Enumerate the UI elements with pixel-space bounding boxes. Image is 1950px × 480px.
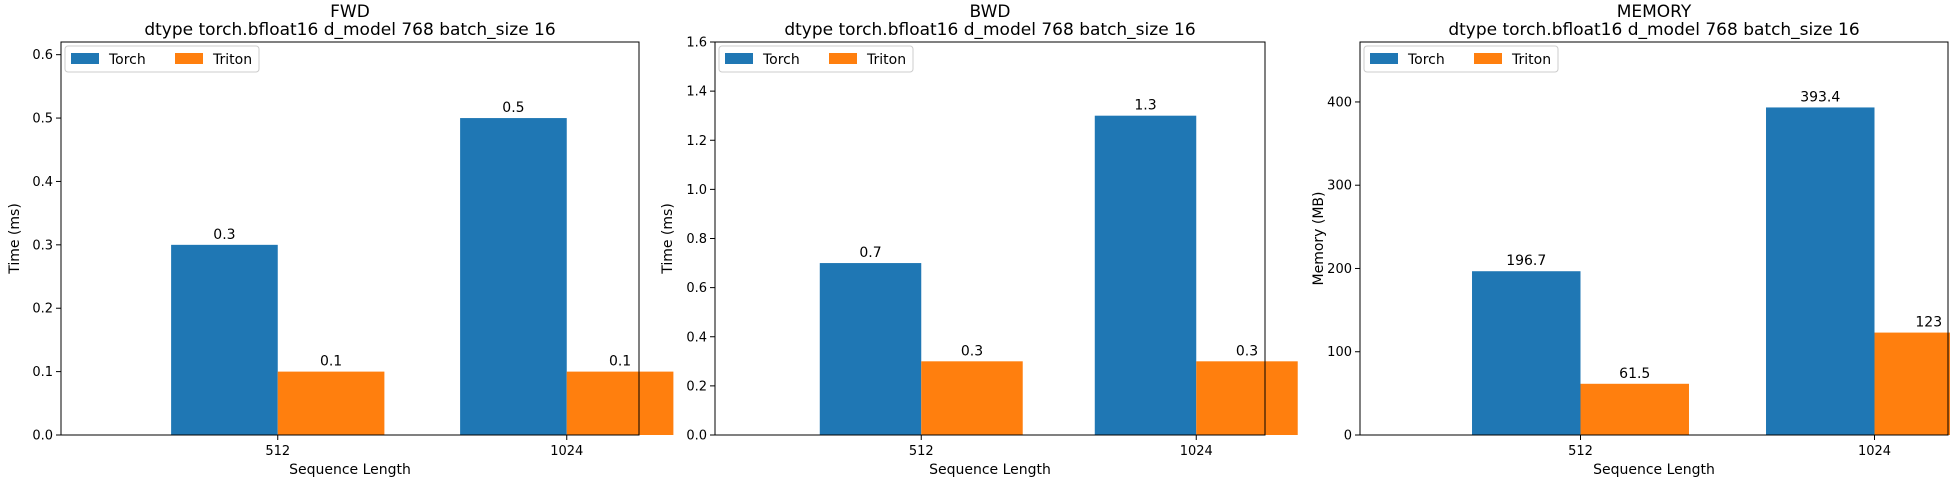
x-tick-label: 1024 <box>550 444 583 459</box>
y-tick-label: 300 <box>1327 179 1352 194</box>
y-tick-label: 0.2 <box>32 302 53 317</box>
data-label: 0.3 <box>961 343 983 359</box>
y-tick-label: 1.0 <box>686 183 707 198</box>
legend-label-torch: Torch <box>108 52 146 68</box>
y-tick-label: 0.8 <box>686 232 707 247</box>
chart-subtitle: dtype torch.bfloat16 d_model 768 batch_s… <box>144 20 555 40</box>
x-axis-label: Sequence Length <box>929 462 1051 478</box>
plot-frame <box>1359 41 1949 436</box>
legend-swatch-triton <box>175 53 203 64</box>
bar-triton-1024 <box>566 371 674 435</box>
bar-triton-1024 <box>1196 361 1298 435</box>
legend-label-triton: Triton <box>866 52 906 68</box>
legend: Torch Triton <box>64 45 260 73</box>
y-axis-label: Time (ms) <box>660 203 676 275</box>
y-tick-label: 0.3 <box>32 238 53 253</box>
y-tick-label: 0.0 <box>32 429 53 444</box>
bar-triton-1024 <box>1874 332 1950 435</box>
legend-swatch-torch <box>1370 53 1398 64</box>
data-label: 0.3 <box>213 227 235 243</box>
legend: Torch Triton <box>718 45 914 73</box>
x-tick-label: 1024 <box>1180 444 1213 459</box>
legend: Torch Triton <box>1363 45 1559 73</box>
data-label: 0.1 <box>320 354 342 370</box>
bar-torch-1024 <box>1766 107 1875 435</box>
x-axis-label: Sequence Length <box>289 462 411 478</box>
legend-label-triton: Triton <box>1511 52 1551 68</box>
y-tick-label: 0.4 <box>32 175 53 190</box>
y-tick-label: 1.4 <box>686 85 707 100</box>
chart-subtitle: dtype torch.bfloat16 d_model 768 batch_s… <box>784 20 1195 40</box>
legend-box <box>718 45 914 73</box>
x-tick-label: 512 <box>909 444 934 459</box>
plot-frame <box>60 41 640 436</box>
data-label: 123 <box>1915 315 1942 331</box>
data-label: 61.5 <box>1619 366 1650 382</box>
bar-triton-512 <box>277 371 385 435</box>
data-label: 1.3 <box>1134 98 1156 114</box>
y-tick-label: 0.4 <box>686 330 707 345</box>
legend-swatch-torch <box>71 53 99 64</box>
legend-label-torch: Torch <box>1407 52 1445 68</box>
y-axis-label: Time (ms) <box>7 203 23 275</box>
data-label: 0.1 <box>609 354 631 370</box>
legend-swatch-torch <box>725 53 753 64</box>
legend-swatch-triton <box>829 53 857 64</box>
y-tick-label: 400 <box>1327 95 1352 110</box>
y-tick-label: 0 <box>1344 429 1352 444</box>
bar-torch-512 <box>1472 271 1581 435</box>
y-tick-label: 0.0 <box>686 429 707 444</box>
y-tick-label: 0.6 <box>32 48 53 63</box>
bar-torch-512 <box>819 263 922 435</box>
x-tick-label: 512 <box>1568 444 1593 459</box>
y-tick-label: 0.1 <box>32 365 53 380</box>
legend-box <box>1363 45 1559 73</box>
y-axis-label: Memory (MB) <box>1311 192 1327 286</box>
chart-title: MEMORY <box>1617 2 1692 22</box>
x-axis-label: Sequence Length <box>1593 462 1715 478</box>
y-tick-label: 1.6 <box>686 36 707 51</box>
x-tick-label: 512 <box>265 444 290 459</box>
legend-box <box>64 45 260 73</box>
x-tick-label: 1024 <box>1858 444 1891 459</box>
data-label: 0.3 <box>1236 343 1258 359</box>
y-tick-label: 1.2 <box>686 134 707 149</box>
bar-triton-512 <box>921 361 1023 435</box>
legend-swatch-triton <box>1474 53 1502 64</box>
chart-subtitle: dtype torch.bfloat16 d_model 768 batch_s… <box>1448 20 1859 40</box>
data-label: 0.5 <box>502 100 524 116</box>
y-tick-label: 0.6 <box>686 281 707 296</box>
bar-torch-1024 <box>460 118 567 435</box>
data-label: 393.4 <box>1800 89 1840 105</box>
y-tick-label: 0.2 <box>686 379 707 394</box>
legend-label-torch: Torch <box>762 52 800 68</box>
data-label: 0.7 <box>859 245 881 261</box>
y-tick-label: 100 <box>1327 345 1352 360</box>
chart-title: FWD <box>330 2 370 22</box>
data-label: 196.7 <box>1506 253 1546 269</box>
bar-triton-512 <box>1580 383 1689 435</box>
bar-torch-512 <box>171 244 278 435</box>
chart-title: BWD <box>970 2 1011 22</box>
y-tick-label: 200 <box>1327 262 1352 277</box>
y-tick-label: 0.5 <box>32 112 53 127</box>
bar-torch-1024 <box>1094 115 1197 435</box>
legend-label-triton: Triton <box>212 52 252 68</box>
